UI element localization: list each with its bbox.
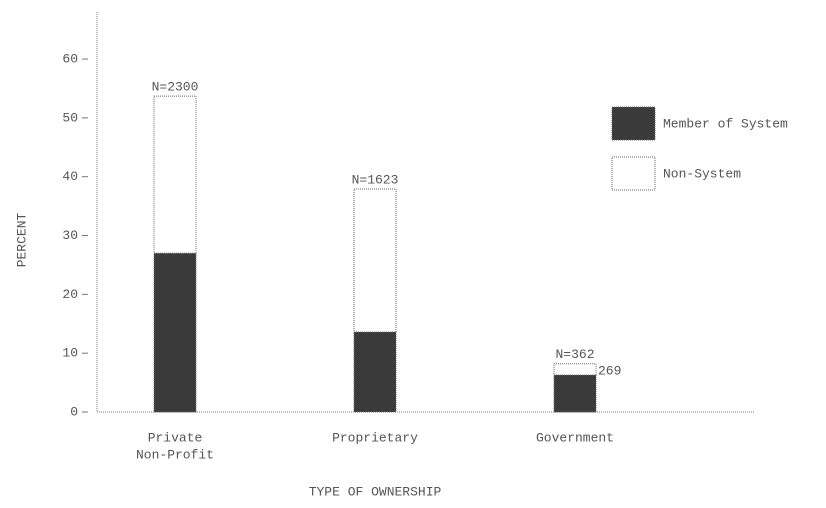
x-axis-label: TYPE OF OWNERSHIP xyxy=(309,484,442,499)
y-tick-label: 60 xyxy=(62,51,78,66)
y-tick-label: 20 xyxy=(62,287,78,302)
bar-segment xyxy=(553,363,597,376)
y-tick-label: 0 xyxy=(70,404,78,419)
bar-segment xyxy=(353,188,397,333)
legend-label: Non-System xyxy=(663,166,741,181)
bar-segment xyxy=(153,95,197,254)
member-label: 269 xyxy=(598,363,621,378)
legend-label: Member of System xyxy=(663,116,788,131)
y-tick-label: 30 xyxy=(62,228,78,243)
x-tick-label: Government xyxy=(536,430,614,445)
x-tick-label: Private xyxy=(148,430,203,445)
total-label: N=2300 xyxy=(152,80,199,95)
bar-segment xyxy=(353,331,397,413)
y-tick-label: 50 xyxy=(62,110,78,125)
bar-segment xyxy=(153,252,197,413)
total-label: N=1623 xyxy=(352,172,399,187)
legend-swatch xyxy=(611,156,656,191)
x-tick-label: Non-Profit xyxy=(136,447,214,462)
legend-swatch xyxy=(611,106,656,141)
x-tick-label: Proprietary xyxy=(332,430,418,445)
y-tick-label: 40 xyxy=(62,169,78,184)
total-label: N=362 xyxy=(555,347,594,362)
bar-segment xyxy=(553,374,597,413)
y-tick-label: 10 xyxy=(62,346,78,361)
y-axis-label: PERCENT xyxy=(14,212,29,267)
